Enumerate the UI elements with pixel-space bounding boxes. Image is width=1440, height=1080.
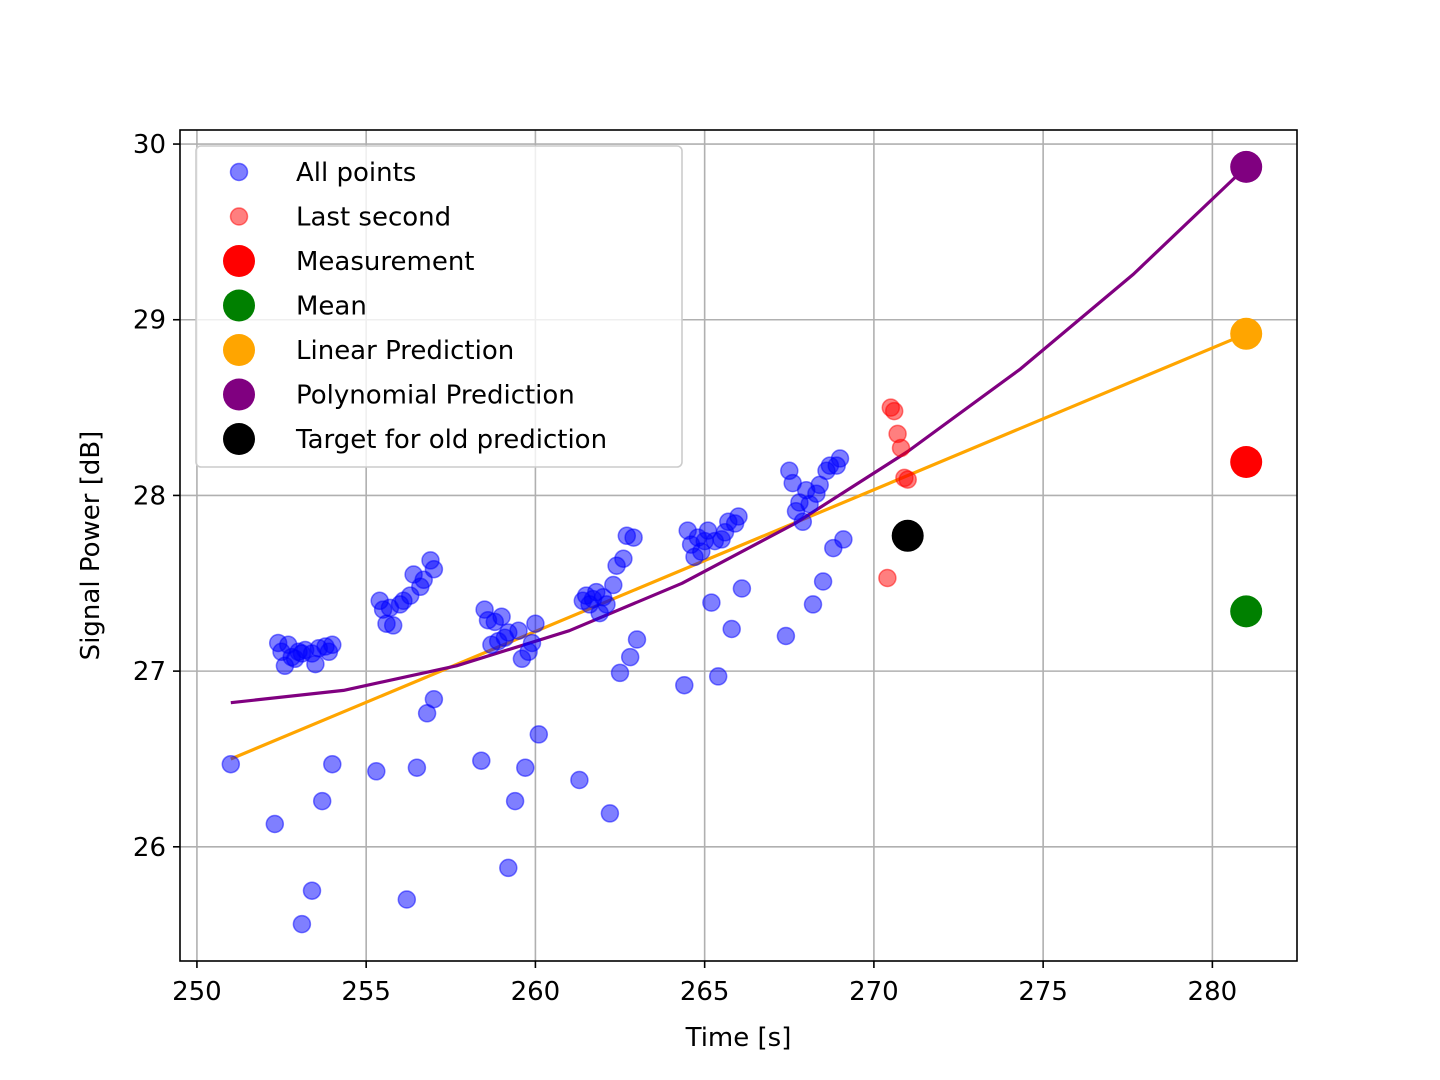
- linear-prediction-line: [230, 332, 1247, 761]
- legend-frame: [195, 145, 683, 468]
- target-for-old-prediction-legend-marker: [223, 423, 255, 455]
- all-points-point: [627, 630, 647, 649]
- mean-legend-label: Mean: [296, 292, 367, 322]
- y-tick-label: 28: [133, 481, 166, 511]
- all-points-point: [597, 595, 616, 614]
- all-points-legend-marker: [229, 162, 249, 182]
- all-points-point: [600, 804, 620, 823]
- series-points: [221, 150, 1263, 934]
- all-points-point: [509, 621, 528, 640]
- all-points-point: [722, 619, 741, 639]
- series-lines: [230, 165, 1248, 761]
- all-points-point: [306, 654, 325, 674]
- last-second-point: [898, 470, 917, 489]
- linear-prediction-legend-marker: [223, 334, 255, 366]
- all-points-point: [397, 890, 417, 909]
- linear-prediction-legend-label: Linear Prediction: [296, 336, 514, 366]
- measurement-legend-marker: [223, 245, 255, 277]
- polynomial-prediction-legend-label: Polynomial Prediction: [296, 381, 575, 411]
- axis-ticks: 250 255 260 265 270 275 280 26 27 28 29 30: [133, 130, 1237, 1007]
- last-second-legend-marker: [229, 207, 249, 226]
- all-points-point: [776, 626, 796, 646]
- linear-prediction-point: [1230, 317, 1263, 350]
- y-axis-title: Signal Power [dB]: [76, 431, 106, 661]
- x-tick-label: 280: [1188, 977, 1238, 1007]
- target-for-old-prediction-point: [891, 519, 924, 552]
- all-points-point: [383, 616, 403, 635]
- all-points-point: [323, 635, 342, 655]
- all-points-point: [265, 814, 285, 834]
- all-points-point: [516, 758, 535, 777]
- polynomial-prediction-legend-marker: [223, 378, 255, 411]
- all-points-point: [499, 858, 518, 878]
- x-axis-title: Time [s]: [685, 1023, 792, 1053]
- measurement-legend-label: Measurement: [296, 247, 475, 277]
- all-points-point: [472, 751, 491, 770]
- all-points-point: [367, 762, 386, 781]
- y-tick-label: 27: [133, 657, 166, 687]
- target-for-old-prediction-legend-label: Target for old prediction: [295, 425, 607, 455]
- polynomial-prediction-line: [230, 165, 1248, 705]
- x-tick-label: 255: [341, 977, 391, 1007]
- x-tick-label: 260: [511, 977, 561, 1007]
- all-points-point: [604, 575, 623, 595]
- all-points-point: [830, 449, 850, 468]
- all-points-point: [407, 758, 427, 777]
- last-second-point: [878, 568, 897, 588]
- all-points-point: [813, 572, 833, 591]
- y-tick-label: 30: [133, 130, 166, 160]
- all-points-point: [732, 579, 752, 598]
- all-points-point: [620, 647, 640, 667]
- all-points-point: [702, 593, 721, 612]
- all-points-point: [793, 512, 813, 532]
- all-points-point: [529, 725, 549, 744]
- all-points-point: [522, 633, 542, 653]
- all-points-point: [570, 770, 589, 790]
- plot-frame: [179, 129, 1298, 962]
- y-tick-label: 26: [133, 833, 166, 863]
- all-points-point: [424, 559, 444, 579]
- y-tick-label: 29: [133, 306, 166, 336]
- all-points-point: [526, 614, 545, 633]
- all-points-point: [675, 675, 694, 695]
- mean-legend-marker: [223, 289, 255, 322]
- legend: All points Last second Measurement Mean Line…: [195, 145, 683, 468]
- x-tick-label: 275: [1018, 977, 1068, 1007]
- all-points-point: [312, 791, 332, 811]
- all-points-point: [424, 689, 444, 709]
- all-points-point: [610, 663, 630, 683]
- mean-point: [1230, 595, 1263, 628]
- x-tick-label: 265: [680, 977, 730, 1007]
- all-points-point: [834, 530, 853, 549]
- all-points-point: [323, 754, 342, 774]
- all-points-point: [505, 791, 525, 811]
- last-second-point: [891, 438, 911, 458]
- all-points-point: [729, 507, 748, 526]
- all-points-point: [614, 549, 633, 568]
- all-points-point: [492, 607, 511, 626]
- all-points-point: [803, 595, 823, 614]
- all-points-point: [292, 914, 312, 934]
- x-tick-label: 250: [172, 977, 222, 1007]
- all-points-point: [624, 528, 643, 547]
- all-points-point: [221, 754, 241, 774]
- x-tick-label: 270: [849, 977, 899, 1007]
- measurement-point: [1230, 446, 1263, 478]
- all-points-point: [302, 881, 322, 900]
- all-points-legend-label: All points: [296, 158, 416, 188]
- last-second-point: [884, 401, 904, 421]
- polynomial-prediction-point: [1230, 150, 1263, 183]
- all-points-point: [708, 667, 728, 686]
- last-second-legend-label: Last second: [296, 203, 451, 233]
